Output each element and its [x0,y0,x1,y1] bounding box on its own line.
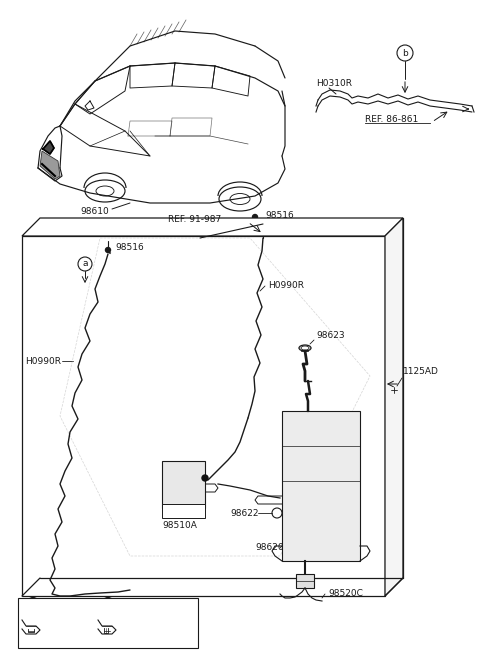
Text: 98515A: 98515A [164,506,199,516]
Text: 98520C: 98520C [328,590,363,598]
Text: 98623: 98623 [316,331,345,340]
Polygon shape [43,141,54,154]
Text: REF. 86-861: REF. 86-861 [365,115,418,125]
Text: 98661G: 98661G [118,600,154,609]
Text: 98622: 98622 [230,508,259,518]
Bar [296,574,314,588]
Circle shape [252,215,257,220]
Text: H0310R: H0310R [316,79,352,89]
Bar [282,411,360,561]
Polygon shape [385,218,403,596]
Text: 98620: 98620 [255,544,284,552]
Bar [22,236,385,596]
Text: b: b [105,600,111,609]
Bar [18,598,198,648]
Text: 98653: 98653 [44,600,73,609]
Text: H0990R: H0990R [25,356,61,365]
Text: b: b [402,49,408,58]
Text: 98516: 98516 [265,211,294,220]
Text: REF. 91-987: REF. 91-987 [168,216,221,224]
Bar [162,504,205,518]
Circle shape [202,475,208,481]
Text: 98516: 98516 [115,243,144,253]
Circle shape [106,247,110,253]
Polygon shape [162,461,205,508]
Text: H0990R: H0990R [268,281,304,291]
Text: 98610: 98610 [80,207,109,216]
Text: a: a [30,600,36,609]
Polygon shape [22,218,403,236]
Polygon shape [40,151,60,179]
Text: 1125AD: 1125AD [403,367,439,375]
Text: 98510A: 98510A [162,522,197,531]
Text: a: a [82,260,88,268]
